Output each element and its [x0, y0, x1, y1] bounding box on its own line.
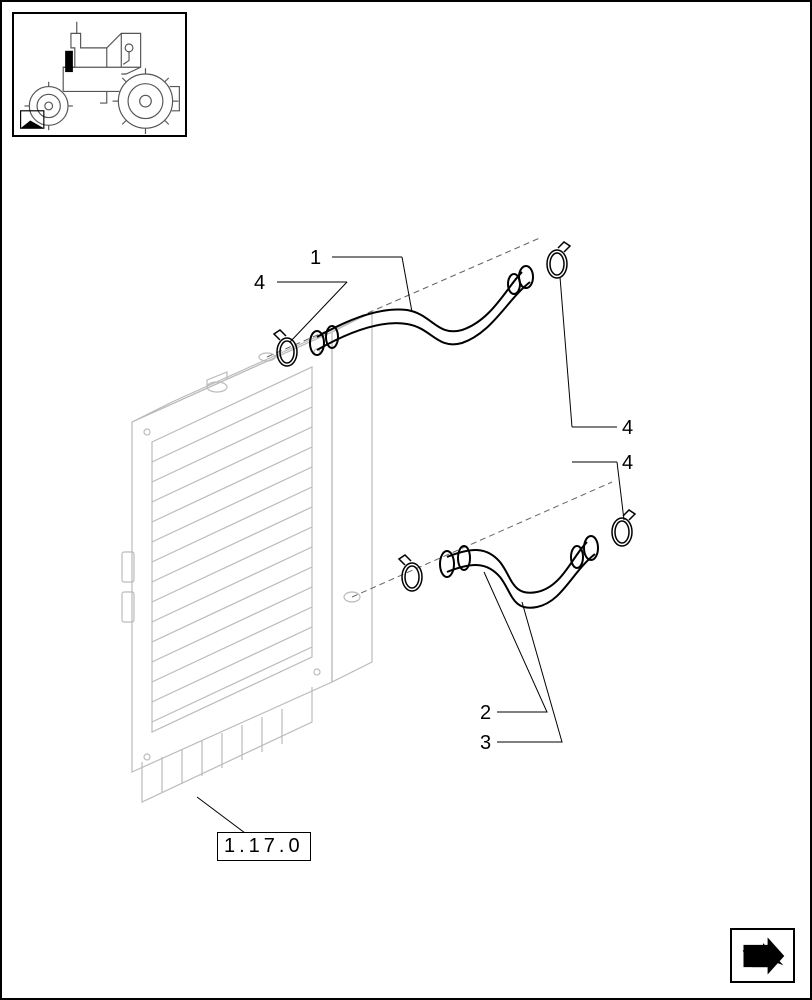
page-container: 1 4 4 4 2 3 1.17.0 — [0, 0, 812, 1000]
reference-text: 1.17.0 — [224, 835, 304, 857]
reference-box: 1.17.0 — [217, 832, 311, 861]
clamp-upper-left — [274, 330, 297, 366]
callout-1: 1 — [310, 247, 321, 270]
radiator-assembly — [122, 312, 372, 802]
context-thumbnail — [12, 12, 187, 137]
upper-hose — [310, 266, 533, 355]
clamp-upper-right — [547, 242, 570, 278]
tractor-outline-icon — [14, 14, 185, 135]
clamp-lower-left — [399, 555, 422, 591]
next-page-button[interactable] — [730, 928, 795, 983]
callout-4b: 4 — [622, 417, 633, 440]
lower-hose — [440, 536, 598, 608]
callout-2: 2 — [480, 702, 491, 725]
leader-lines — [197, 257, 624, 842]
callout-4c: 4 — [622, 452, 633, 475]
main-diagram — [52, 202, 752, 902]
assembly-axis — [267, 237, 612, 597]
callout-4a: 4 — [254, 272, 265, 295]
callout-3: 3 — [480, 732, 491, 755]
arrow-right-icon — [732, 930, 793, 981]
highlighted-component — [65, 51, 73, 72]
